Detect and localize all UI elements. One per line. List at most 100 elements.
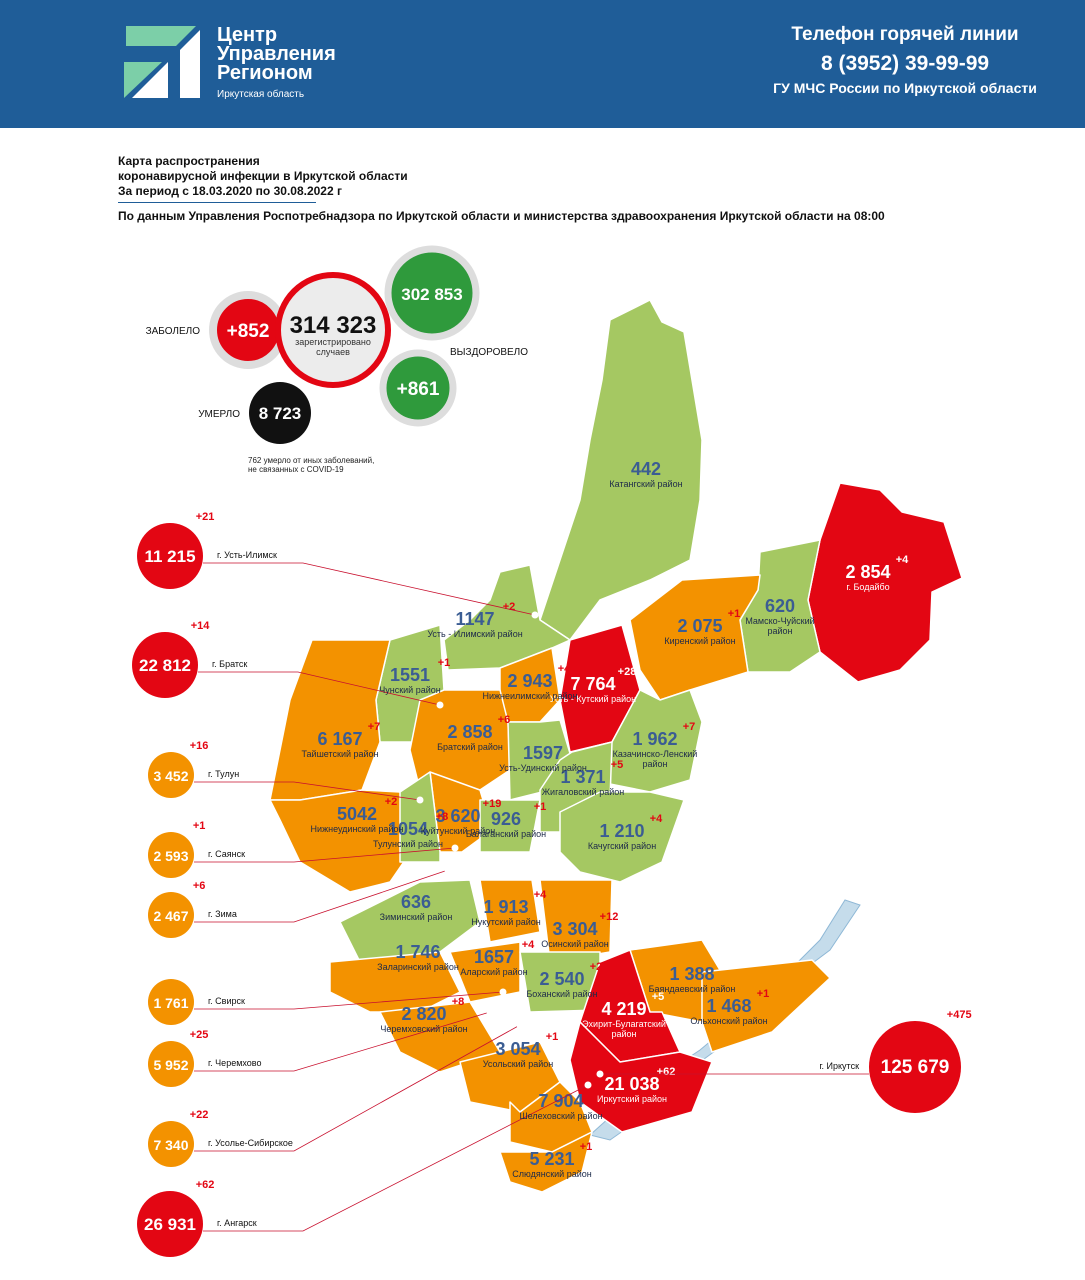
logo-text: Центр Управления Регионом Иркутская обла… [217,25,336,100]
city-circle [148,979,194,1025]
district-total: 1054 [388,819,428,839]
district-name: Нижнеилимский район [482,691,578,701]
district-name: Баяндаевский район [648,984,736,994]
map-dot [444,866,452,874]
district-total: 2 540 [539,969,584,989]
district-name: Тулунский район [372,839,444,849]
district-name: Иркутский район [596,1094,668,1104]
logo-line: Регионом [217,62,313,84]
district-delta: +4 [896,554,909,566]
district-area [499,1131,593,1193]
city-circle [148,832,194,878]
city-total: 3 452 [153,768,188,784]
district-total: 21 038 [604,1074,659,1094]
recovered-label: ВЫЗДОРОВЕЛО [450,347,528,358]
district-area [269,789,413,893]
city-total: 125 679 [881,1057,950,1078]
recovered: 302 853 [401,285,462,304]
map-dot [436,701,444,709]
district-name: Ольхонский район [690,1016,768,1026]
connector [194,869,449,923]
district-total: 1 746 [395,942,440,962]
district-total: 1 913 [483,897,528,917]
city-name: г. Зима [208,909,237,919]
district-delta: +1 [438,657,451,669]
city-total: 2 467 [153,908,188,924]
city-name: г. Черемхово [208,1058,261,1068]
district-name: Шелеховский район [519,1111,603,1121]
district-total: 6 167 [317,729,362,749]
city-delta: +14 [191,620,211,632]
city-total: 11 215 [144,547,195,566]
district-delta: +1 [534,801,547,813]
district-delta: +4 [522,939,535,951]
district-delta: +4 [558,663,571,675]
logo-line: Управления [217,43,336,65]
district-delta: +12 [600,911,619,923]
district-area [399,771,441,863]
district-total: 1 371 [560,767,605,787]
district-name: Заларинский район [377,962,459,972]
district-total: 1 468 [706,996,751,1016]
connector [194,847,456,863]
hotline-org: ГУ МЧС России по Иркутской области [773,80,1037,96]
district-delta: +19 [483,798,502,810]
connector [194,1024,521,1152]
city-name: г. Усолье-Сибирское [208,1138,293,1148]
city-circle [148,752,194,798]
district-name: Аларский район [460,967,528,977]
district-name: Казачинско-Ленский район [612,749,698,769]
district-total: 4 219 [601,999,646,1019]
district-name: Качугский район [587,841,657,851]
city-name: г. Ангарск [217,1218,257,1228]
district-delta: +2 [590,961,603,973]
recovered-circle [384,245,480,341]
died-note: 762 умерло от иных заболеваний, не связа… [248,456,375,474]
city-delta: +6 [193,880,206,892]
city-name: г. Саянск [208,849,245,859]
total: 314 323 [290,312,377,339]
header: Центр Управления Регионом Иркутская обла… [0,0,1085,128]
district-name: Нижнеудинский район [310,824,404,834]
district-area [479,879,541,943]
died-label: УМЕРЛО [198,409,240,420]
district-name: Осинский район [541,939,609,949]
intro-source: По данным Управления Роспотребнадзора по… [118,209,885,223]
district-delta: +5 [611,759,624,771]
city-circle [869,1021,961,1113]
city-name: г. Усть-Илимск [217,550,277,560]
logo-region: Иркутская область [217,89,305,100]
district-total: 2 854 [845,562,890,582]
sick-label: ЗАБОЛЕЛО [146,326,201,337]
district-delta: +8 [452,996,465,1008]
district-delta: +1 [546,1031,559,1043]
logo [124,26,200,98]
district-name: Тайшетский район [301,749,379,759]
connector [194,991,504,1010]
map-dot [416,796,424,804]
district-delta: +1 [580,1141,593,1153]
district-total: 1657 [474,947,514,967]
district-delta: +2 [503,601,516,613]
district-total: 620 [765,596,795,616]
city-total: 22 812 [139,656,191,675]
district-total: 7 904 [538,1091,583,1111]
intro-rule [118,202,316,203]
city-delta: +475 [947,1009,972,1021]
hotline-title: Телефон горячей линии [791,24,1019,45]
district-delta: +1 [728,608,741,620]
district-total: 1 388 [669,964,714,984]
district-name: Усольский район [482,1059,554,1069]
district-name: Усть - Илимский район [427,629,523,639]
intro-line: Карта распространения [118,154,260,168]
district-area [539,879,613,963]
district-delta: +28 [618,666,637,678]
city-name: г. Свирск [208,996,245,1006]
district-total: 2 858 [447,722,492,742]
city-circle [148,1041,194,1087]
city-circle [148,1121,194,1167]
district-name: Усть - Кутский район [549,694,637,704]
district-name: Чунский район [379,685,441,695]
district-delta: +5 [652,991,665,1003]
